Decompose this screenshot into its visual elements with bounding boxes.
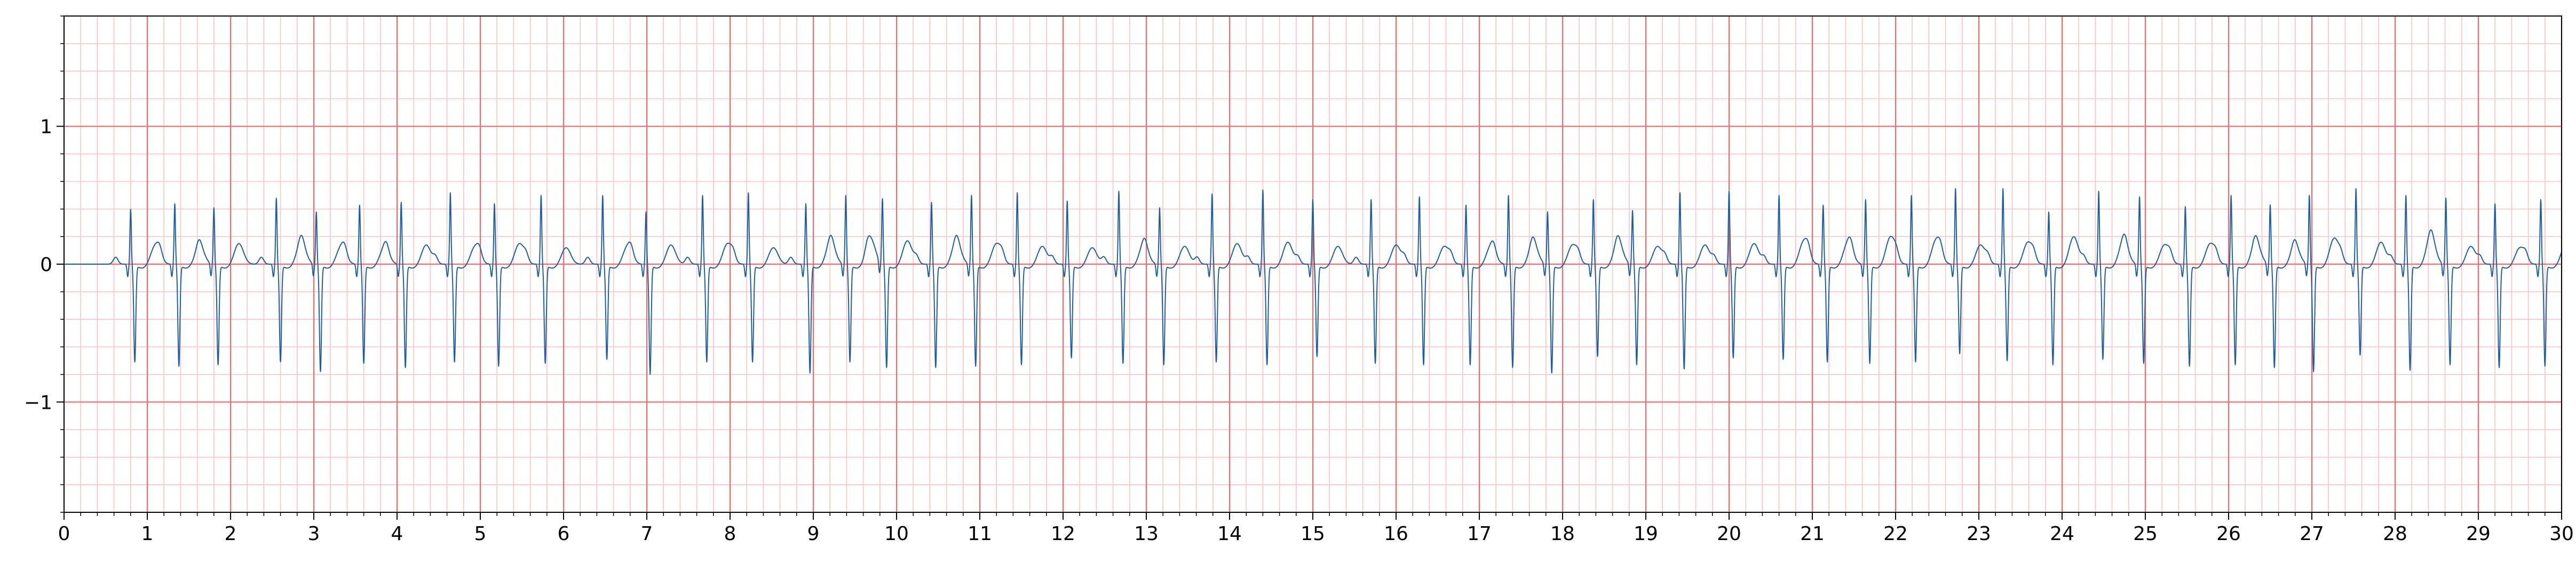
- x-tick-label: 0: [58, 523, 70, 545]
- x-tick-label: 23: [1967, 523, 1991, 545]
- x-tick-label: 12: [1051, 523, 1075, 545]
- x-tick-label: 15: [1301, 523, 1325, 545]
- x-tick-label: 14: [1217, 523, 1242, 545]
- y-tick-label: 1: [40, 116, 52, 138]
- x-tick-label: 22: [1883, 523, 1908, 545]
- x-tick-label: 2: [225, 523, 237, 545]
- major-grid: [63, 16, 2563, 512]
- x-tick-label: 5: [474, 523, 487, 545]
- x-tick-label: 6: [558, 523, 570, 545]
- ecg-signal-line: [64, 188, 2562, 375]
- x-tick-label: 20: [1717, 523, 1741, 545]
- y-tick-label: −1: [24, 392, 52, 414]
- x-tick-label: 4: [391, 523, 403, 545]
- x-tick-label: 25: [2133, 523, 2158, 545]
- y-axis: −1 0 1: [24, 15, 64, 513]
- x-tick-label: 24: [2050, 523, 2074, 545]
- x-tick-label: 29: [2466, 523, 2491, 545]
- x-tick-label: 3: [308, 523, 320, 545]
- x-tick-label: 27: [2300, 523, 2324, 545]
- x-axis: 0 1 2 3 4 5 6 7 8 9 10 11 12 13 14 15 16 17 18 19 20 21 22 23 24…: [58, 512, 2574, 545]
- y-tick-label: 0: [40, 254, 52, 276]
- x-tick-label: 26: [2216, 523, 2241, 545]
- x-tick-label: 16: [1384, 523, 1408, 545]
- x-tick-label: 30: [2549, 523, 2574, 545]
- x-tick-label: 18: [1550, 523, 1575, 545]
- x-tick-label: 28: [2383, 523, 2407, 545]
- x-tick-label: 9: [807, 523, 820, 545]
- x-tick-label: 13: [1134, 523, 1159, 545]
- x-tick-label: 19: [1634, 523, 1658, 545]
- x-tick-label: 7: [641, 523, 653, 545]
- x-tick-label: 1: [141, 523, 154, 545]
- x-tick-label: 10: [884, 523, 909, 545]
- x-tick-label: 21: [1800, 523, 1825, 545]
- signal-layer: [64, 188, 2562, 375]
- x-tick-label: 17: [1467, 523, 1492, 545]
- x-tick-label: 8: [724, 523, 736, 545]
- x-tick-label: 11: [968, 523, 992, 545]
